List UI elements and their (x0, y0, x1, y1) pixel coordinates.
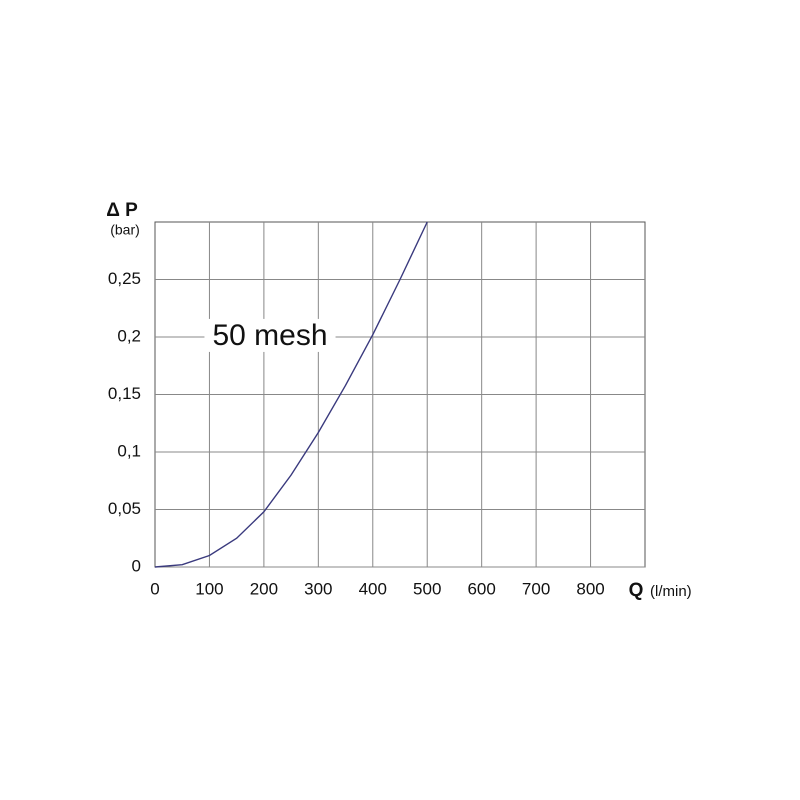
x-axis-unit: (l/min) (650, 583, 692, 600)
annotation: 50 mesh (212, 319, 327, 352)
x-tick-label: 100 (195, 579, 223, 598)
x-tick-label: 300 (304, 579, 332, 598)
y-tick-label: 0,25 (108, 269, 141, 288)
y-tick-label: 0 (132, 556, 141, 575)
data-line (154, 221, 428, 568)
x-tick-label: 400 (359, 579, 387, 598)
y-tick-label: 0,1 (117, 441, 141, 460)
y-tick-label: 0,05 (108, 499, 141, 518)
x-tick-label: 200 (250, 579, 278, 598)
y-axis-unit: (bar) (110, 222, 140, 238)
y-tick-label: 0,15 (108, 384, 141, 403)
x-tick-label: 500 (413, 579, 441, 598)
x-axis-label: Q (629, 580, 644, 601)
y-axis-label: Δ P (106, 200, 138, 221)
x-tick-label: 0 (150, 579, 159, 598)
x-tick-label: 600 (467, 579, 495, 598)
x-tick-label: 800 (576, 579, 604, 598)
annotation-background (204, 318, 336, 352)
x-tick-label: 700 (522, 579, 550, 598)
y-tick-label: 0,2 (117, 326, 141, 345)
